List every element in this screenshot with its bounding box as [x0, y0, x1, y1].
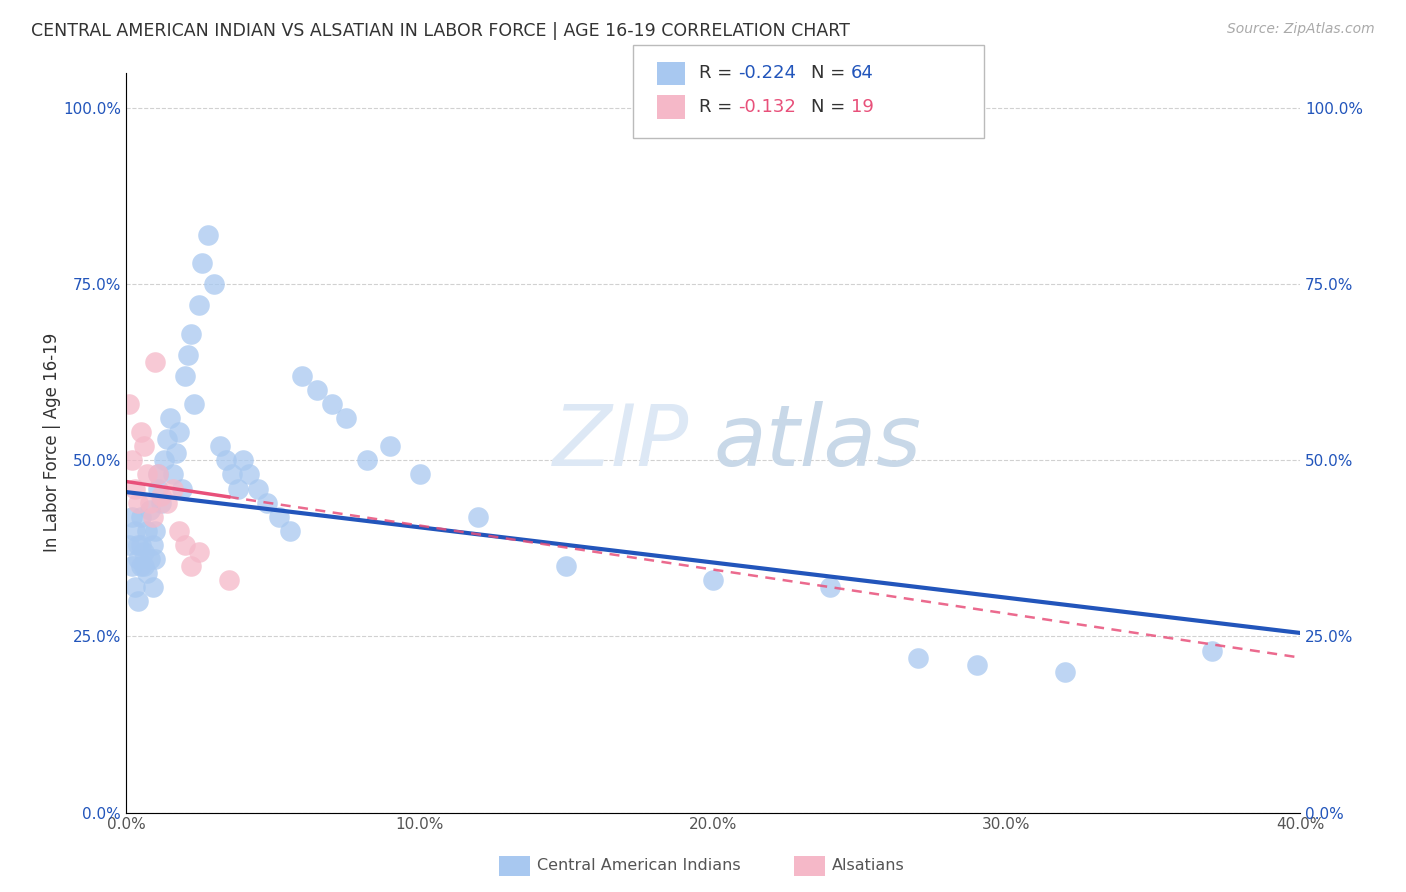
- Point: [150, 495, 173, 509]
- Point: [966, 657, 988, 672]
- Point: [170, 482, 193, 496]
- Text: Alsatians: Alsatians: [832, 858, 905, 872]
- Point: [380, 439, 402, 453]
- Point: [232, 453, 254, 467]
- Point: [202, 277, 225, 292]
- Text: 64: 64: [851, 64, 873, 82]
- Point: [267, 509, 290, 524]
- Point: [145, 524, 167, 538]
- Point: [555, 559, 578, 574]
- Point: [247, 482, 270, 496]
- Point: [356, 453, 378, 467]
- Point: [167, 425, 190, 440]
- Point: [280, 524, 302, 538]
- Point: [148, 482, 170, 496]
- Point: [907, 650, 929, 665]
- Point: [132, 439, 155, 453]
- Point: [173, 538, 195, 552]
- Point: [121, 453, 143, 467]
- Point: [129, 559, 152, 574]
- Point: [167, 524, 190, 538]
- Point: [145, 552, 167, 566]
- Point: [121, 559, 143, 574]
- Point: [177, 348, 200, 362]
- Point: [141, 580, 163, 594]
- Point: [321, 397, 343, 411]
- Point: [127, 538, 149, 552]
- Point: [226, 482, 249, 496]
- Point: [702, 573, 724, 587]
- Point: [148, 467, 170, 482]
- Point: [180, 559, 202, 574]
- Text: CENTRAL AMERICAN INDIAN VS ALSATIAN IN LABOR FORCE | AGE 16-19 CORRELATION CHART: CENTRAL AMERICAN INDIAN VS ALSATIAN IN L…: [31, 22, 849, 40]
- Point: [188, 545, 211, 559]
- Point: [118, 397, 141, 411]
- Text: R =: R =: [699, 98, 738, 116]
- Point: [124, 524, 146, 538]
- Point: [141, 538, 163, 552]
- Point: [118, 538, 141, 552]
- Point: [135, 524, 157, 538]
- Point: [148, 467, 170, 482]
- Point: [162, 467, 184, 482]
- Point: [156, 432, 179, 446]
- Point: [129, 509, 152, 524]
- Point: [218, 573, 240, 587]
- Point: [127, 552, 149, 566]
- Point: [335, 411, 357, 425]
- Text: -0.132: -0.132: [738, 98, 796, 116]
- Text: ZIP: ZIP: [554, 401, 689, 484]
- Point: [408, 467, 430, 482]
- Point: [183, 397, 205, 411]
- Point: [150, 489, 173, 503]
- Point: [132, 545, 155, 559]
- Text: N =: N =: [811, 64, 851, 82]
- Point: [197, 227, 219, 242]
- Point: [305, 383, 328, 397]
- Point: [129, 425, 152, 440]
- Text: Central American Indians: Central American Indians: [537, 858, 741, 872]
- Point: [132, 559, 155, 574]
- Point: [820, 580, 842, 594]
- Point: [159, 411, 181, 425]
- Text: R =: R =: [699, 64, 738, 82]
- Point: [156, 495, 179, 509]
- Point: [165, 446, 187, 460]
- Point: [135, 566, 157, 580]
- Point: [188, 298, 211, 312]
- Point: [1201, 643, 1223, 657]
- Y-axis label: In Labor Force | Age 16-19: In Labor Force | Age 16-19: [44, 333, 60, 552]
- Point: [121, 509, 143, 524]
- Point: [138, 552, 160, 566]
- Point: [127, 495, 149, 509]
- Point: [191, 256, 214, 270]
- Text: 19: 19: [851, 98, 873, 116]
- Text: Source: ZipAtlas.com: Source: ZipAtlas.com: [1227, 22, 1375, 37]
- Point: [256, 495, 278, 509]
- Text: atlas: atlas: [713, 401, 921, 484]
- Point: [162, 482, 184, 496]
- Point: [1054, 665, 1077, 679]
- Point: [208, 439, 231, 453]
- Point: [153, 453, 176, 467]
- Text: -0.224: -0.224: [738, 64, 796, 82]
- Point: [467, 509, 489, 524]
- Text: N =: N =: [811, 98, 851, 116]
- Point: [135, 467, 157, 482]
- Point: [141, 509, 163, 524]
- Point: [145, 355, 167, 369]
- Point: [291, 368, 314, 383]
- Point: [124, 580, 146, 594]
- Point: [129, 538, 152, 552]
- Point: [221, 467, 243, 482]
- Point: [173, 368, 195, 383]
- Point: [138, 502, 160, 516]
- Point: [127, 594, 149, 608]
- Point: [238, 467, 260, 482]
- Point: [138, 495, 160, 509]
- Point: [215, 453, 238, 467]
- Point: [180, 326, 202, 341]
- Point: [124, 482, 146, 496]
